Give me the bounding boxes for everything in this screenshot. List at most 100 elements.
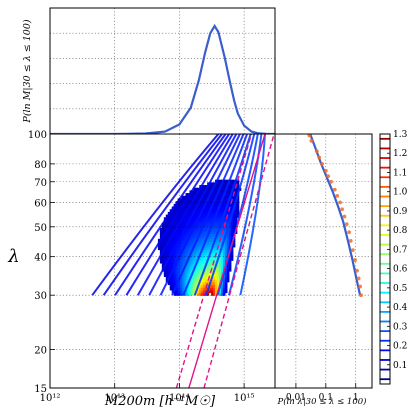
heatmap-cell [171, 260, 175, 264]
heatmap-cell [215, 225, 218, 229]
heatmap-cell [177, 217, 181, 221]
heatmap-cell [209, 273, 212, 277]
heatmap-cell [207, 225, 210, 229]
heatmap-cell [163, 228, 167, 232]
heatmap-cell [211, 201, 214, 205]
heatmap-cell [220, 225, 224, 229]
heatmap-cell [218, 241, 222, 245]
heatmap-cell [173, 222, 177, 226]
heatmap-cell [171, 265, 175, 269]
heatmap-cell [205, 230, 208, 235]
heatmap-cell [177, 252, 181, 256]
colorbar-frame [379, 133, 391, 385]
heatmap-cell [165, 233, 169, 237]
heatmap-cell [169, 262, 173, 267]
heatmap-cell [211, 279, 214, 283]
heatmap-cell [205, 271, 208, 275]
heatmap-cell [189, 193, 193, 197]
heatmap-cell [230, 217, 234, 221]
heatmap-cell [211, 241, 214, 245]
heatmap-cell [201, 268, 204, 272]
heatmap-cell [220, 287, 224, 291]
right-marginal-point [340, 207, 344, 212]
heatmap-cell [169, 238, 173, 243]
heatmap-cell [201, 214, 204, 218]
heatmap-cell [218, 271, 222, 275]
heatmap-cell [163, 257, 167, 261]
heatmap-cell [213, 214, 216, 218]
heatmap-cell [187, 268, 191, 272]
heatmap-cell [217, 214, 220, 218]
heatmap-cell [228, 214, 232, 218]
heatmap-cell [226, 230, 230, 235]
heatmap-cell [224, 241, 228, 245]
heatmap-cell [205, 257, 208, 261]
heatmap-cell [183, 217, 187, 221]
heatmap-cell [181, 257, 185, 261]
heatmap-cell [211, 182, 214, 186]
heatmap-cell [185, 246, 189, 251]
colorbar-tick-label: 1.0 [393, 188, 408, 198]
right-panel: 0.01 0.1 1 P(ln λ|30 ≤ λ ≤ 100) [274, 133, 373, 407]
heatmap-cell [175, 214, 179, 218]
heatmap-cell [205, 190, 208, 194]
heatmap-cell [171, 271, 175, 275]
heatmap-cell [230, 179, 234, 183]
colorbar-bands [380, 137, 390, 381]
heatmap-cell [220, 187, 224, 192]
heatmap-cell [211, 185, 214, 189]
heatmap-cell [197, 246, 200, 251]
heatmap-cell [163, 273, 167, 277]
heatmap-cell [169, 279, 173, 283]
heatmap-cell [185, 273, 189, 277]
heatmap-cell [173, 289, 177, 294]
heatmap-cell [230, 228, 234, 232]
heatmap-cell [222, 230, 226, 235]
right-marginal-point [350, 248, 355, 253]
heatmap-cell [169, 211, 173, 216]
heatmap-cell [218, 190, 222, 194]
heatmap-cell [213, 203, 216, 208]
heatmap-cell [224, 228, 228, 232]
heatmap-cell [230, 254, 234, 259]
heatmap-cell [218, 246, 222, 251]
heatmap-cell [203, 228, 206, 232]
heatmap-cell [209, 182, 212, 186]
heatmap-cell [224, 238, 228, 243]
heatmap-cell [165, 249, 169, 253]
heatmap-cell [224, 211, 228, 216]
heatmap-cell [222, 246, 226, 251]
heatmap-cell [163, 271, 167, 275]
heatmap-cell [185, 233, 189, 237]
heatmap-cell [201, 203, 204, 208]
heatmap-cell [215, 279, 218, 283]
heatmap-cell [189, 265, 193, 269]
heatmap-cell [177, 241, 181, 245]
heatmap-cell [209, 246, 212, 251]
heatmap-contour [159, 134, 241, 296]
heatmap-cell [187, 284, 191, 288]
heatmap-cell [224, 214, 228, 218]
heatmap-cell [222, 187, 226, 192]
heatmap-cell [173, 284, 177, 288]
heatmap-contour [148, 134, 238, 296]
heatmap-cell [173, 219, 177, 224]
heatmap-cell [236, 187, 240, 192]
heatmap-cell [211, 195, 214, 200]
heatmap-cell [220, 190, 224, 194]
heatmap-cell [199, 233, 202, 237]
colorbar-tick-label: 0.7 [393, 245, 408, 255]
heatmap-cell [177, 281, 181, 286]
heatmap-cell [185, 219, 189, 224]
heatmap-cell [199, 287, 202, 291]
heatmap-cell [169, 268, 173, 272]
heatmap-cell [203, 195, 206, 200]
heatmap-cell [232, 222, 236, 226]
colorbar-tick-label: 1.2 [393, 149, 407, 159]
heatmap-cell [213, 249, 216, 253]
heatmap-cell [203, 209, 206, 213]
heatmap-cell [175, 249, 179, 253]
heatmap-cell [205, 241, 208, 245]
heatmap-cell [213, 284, 216, 288]
heatmap-cell [189, 241, 193, 245]
